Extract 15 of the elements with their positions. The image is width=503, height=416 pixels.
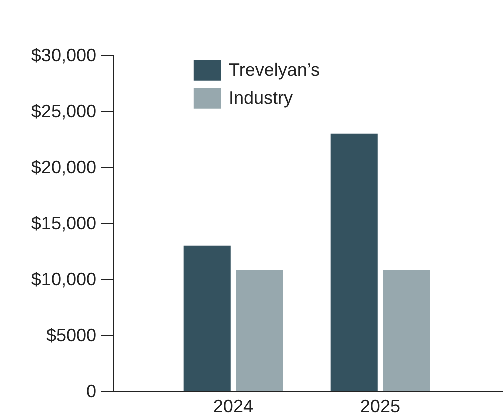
bar <box>236 270 284 392</box>
y-tick-label: $30,000 <box>31 46 97 66</box>
y-tick-label: $20,000 <box>31 158 97 178</box>
y-tick-label: $15,000 <box>31 214 97 234</box>
bar <box>184 246 231 392</box>
bar <box>383 270 430 392</box>
x-tick-label: 2025 <box>360 396 400 416</box>
bar <box>330 134 378 392</box>
legend-label: Industry <box>229 88 294 108</box>
x-tick-label: 2024 <box>213 396 254 416</box>
y-tick-label: 0 <box>86 382 97 402</box>
y-tick-label: $25,000 <box>31 102 97 122</box>
legend-label: Trevelyan’s <box>229 60 320 80</box>
y-tick-label: $5000 <box>46 326 97 346</box>
y-tick-label: $10,000 <box>31 270 97 290</box>
